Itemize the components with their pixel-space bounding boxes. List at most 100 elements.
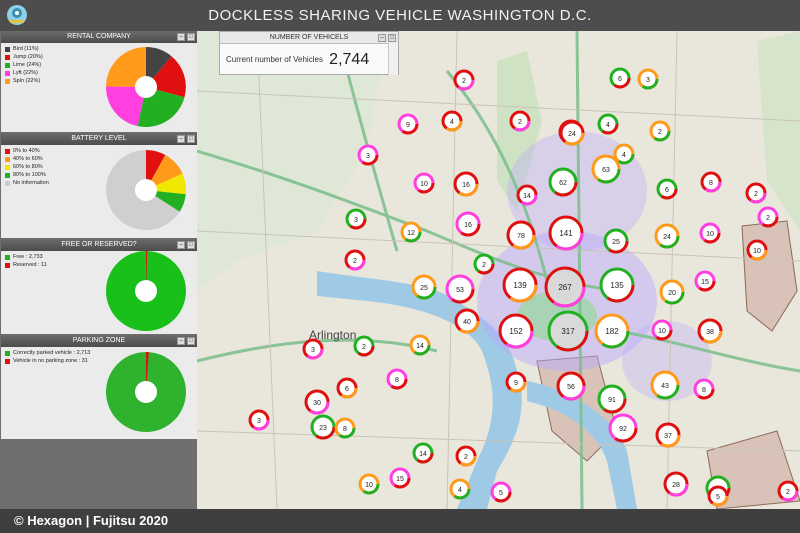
cluster-marker[interactable]: 91 <box>597 384 627 414</box>
cluster-marker[interactable]: 267 <box>544 266 586 308</box>
city-label: Arlington <box>309 328 356 342</box>
cluster-marker[interactable]: 10 <box>651 319 673 341</box>
maximize-button[interactable]: □ <box>187 135 195 143</box>
cluster-marker[interactable]: 5 <box>490 481 512 503</box>
cluster-marker[interactable]: 78 <box>506 220 536 250</box>
panel-title: NUMBER OF VEHICELS <box>269 34 349 41</box>
cluster-marker[interactable]: 2 <box>745 182 767 204</box>
cluster-marker[interactable]: 2 <box>344 249 366 271</box>
map-view[interactable]: Arlington 263942423242641016146263224831… <box>197 31 800 509</box>
cluster-marker[interactable]: 2 <box>777 480 799 502</box>
cluster-marker[interactable]: 62 <box>548 167 578 197</box>
cluster-count: 62 <box>559 180 567 187</box>
cluster-marker[interactable]: 182 <box>594 313 630 349</box>
cluster-marker[interactable]: 24 <box>654 223 680 249</box>
cluster-marker[interactable]: 8 <box>700 171 722 193</box>
cluster-marker[interactable]: 56 <box>556 371 586 401</box>
cluster-marker[interactable]: 141 <box>548 215 584 251</box>
cluster-marker[interactable]: 3 <box>637 68 659 90</box>
scrollbar[interactable] <box>388 43 398 75</box>
cluster-marker[interactable]: 53 <box>445 274 475 304</box>
cluster-marker[interactable]: 5 <box>707 485 729 507</box>
cluster-marker[interactable]: 40 <box>454 308 480 334</box>
cluster-marker[interactable]: 10 <box>699 222 721 244</box>
maximize-button[interactable]: □ <box>187 337 195 345</box>
rental-pie-chart <box>105 47 186 127</box>
cluster-marker[interactable]: 2 <box>453 69 475 91</box>
cluster-marker[interactable]: 4 <box>597 113 619 135</box>
cluster-marker[interactable]: 10 <box>413 172 435 194</box>
cluster-marker[interactable]: 16 <box>453 171 479 197</box>
cluster-marker[interactable]: 6 <box>656 178 678 200</box>
maximize-button[interactable]: □ <box>187 241 195 249</box>
maximize-button[interactable]: □ <box>187 33 195 41</box>
cluster-marker[interactable]: 38 <box>697 318 723 344</box>
cluster-marker[interactable]: 135 <box>599 267 635 303</box>
cluster-marker[interactable]: 37 <box>655 422 681 448</box>
cluster-marker[interactable]: 152 <box>498 313 534 349</box>
cluster-marker[interactable]: 43 <box>650 370 680 400</box>
cluster-marker[interactable]: 2 <box>649 120 671 142</box>
cluster-count: 16 <box>462 182 470 189</box>
cluster-marker[interactable]: 2 <box>455 445 477 467</box>
cluster-marker[interactable]: 63 <box>591 154 621 184</box>
cluster-count: 28 <box>672 482 680 489</box>
cluster-count: 3 <box>354 217 358 224</box>
cluster-count: 2 <box>464 454 468 461</box>
cluster-marker[interactable]: 8 <box>693 378 715 400</box>
cluster-marker[interactable]: 12 <box>400 221 422 243</box>
cluster-marker[interactable]: 2 <box>473 253 495 275</box>
cluster-marker[interactable]: 20 <box>659 279 685 305</box>
map-canvas[interactable]: Arlington 263942423242641016146263224831… <box>197 31 800 509</box>
free-reserved-pie-chart <box>106 250 186 331</box>
cluster-marker[interactable]: 9 <box>397 113 419 135</box>
maximize-button[interactable]: □ <box>388 34 396 42</box>
cluster-count: 5 <box>716 494 720 501</box>
cluster-marker[interactable]: 16 <box>455 211 481 237</box>
cluster-marker[interactable]: 14 <box>409 334 431 356</box>
cluster-marker[interactable]: 92 <box>608 413 638 443</box>
cluster-count: 2 <box>786 489 790 496</box>
cluster-marker[interactable]: 3 <box>302 338 324 360</box>
cluster-marker[interactable]: 3 <box>248 409 270 431</box>
cluster-marker[interactable]: 30 <box>304 389 330 415</box>
cluster-marker[interactable]: 28 <box>663 471 689 497</box>
cluster-marker[interactable]: 8 <box>334 417 356 439</box>
cluster-marker[interactable]: 10 <box>358 473 380 495</box>
cluster-marker[interactable]: 10 <box>746 239 768 261</box>
cluster-marker[interactable]: 4 <box>441 110 463 132</box>
cluster-marker[interactable]: 25 <box>411 274 437 300</box>
cluster-marker[interactable]: 14 <box>412 442 434 464</box>
cluster-marker[interactable]: 139 <box>502 267 538 303</box>
cluster-marker[interactable]: 2 <box>353 335 375 357</box>
minimize-button[interactable]: – <box>177 241 185 249</box>
minimize-button[interactable]: – <box>177 135 185 143</box>
legend-item: Jump (20%) <box>5 53 43 61</box>
vehicle-count-panel: NUMBER OF VEHICELS – □ Current number of … <box>219 31 399 75</box>
cluster-marker[interactable]: 6 <box>336 377 358 399</box>
cluster-marker[interactable]: 15 <box>694 270 716 292</box>
cluster-marker[interactable]: 25 <box>603 228 629 254</box>
cluster-marker[interactable]: 2 <box>757 206 779 228</box>
minimize-button[interactable]: – <box>177 33 185 41</box>
cluster-marker[interactable]: 4 <box>449 478 471 500</box>
panel-title: RENTAL COMPANY <box>67 33 131 40</box>
cluster-marker[interactable]: 3 <box>357 144 379 166</box>
minimize-button[interactable]: – <box>378 34 386 42</box>
cluster-count: 2 <box>658 129 662 136</box>
cluster-marker[interactable]: 6 <box>609 67 631 89</box>
cluster-count: 2 <box>462 78 466 85</box>
cluster-marker[interactable]: 24 <box>559 120 585 146</box>
cluster-marker[interactable]: 9 <box>505 371 527 393</box>
cluster-marker[interactable]: 2 <box>509 110 531 132</box>
panel-title: PARKING ZONE <box>72 337 126 344</box>
cluster-marker[interactable]: 4 <box>613 143 635 165</box>
cluster-marker[interactable]: 317 <box>547 310 589 352</box>
cluster-marker[interactable]: 8 <box>386 368 408 390</box>
cluster-marker[interactable]: 3 <box>345 208 367 230</box>
cluster-marker[interactable]: 14 <box>516 184 538 206</box>
cluster-marker[interactable]: 23 <box>310 414 336 440</box>
cluster-marker[interactable]: 15 <box>389 467 411 489</box>
cluster-count: 2 <box>518 119 522 126</box>
minimize-button[interactable]: – <box>177 337 185 345</box>
